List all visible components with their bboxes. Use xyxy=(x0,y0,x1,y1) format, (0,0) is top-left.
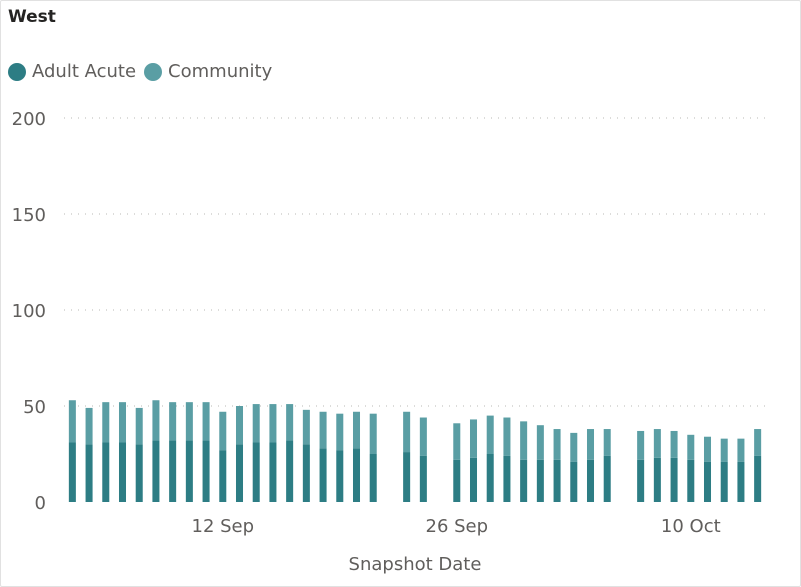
bar-adult-acute xyxy=(269,442,277,502)
bar-community xyxy=(302,409,310,445)
x-tick-label: 10 Oct xyxy=(661,516,721,537)
bar-adult-acute xyxy=(169,440,177,502)
bar-community xyxy=(754,429,762,456)
bar-adult-acute xyxy=(486,454,494,502)
bar-adult-acute xyxy=(720,461,728,502)
legend-label-adult-acute: Adult Acute xyxy=(32,61,137,82)
bar-community xyxy=(570,432,578,462)
bar-adult-acute xyxy=(68,442,76,502)
bar-adult-acute xyxy=(637,459,645,502)
bar-adult-acute xyxy=(553,459,561,502)
bar-adult-acute xyxy=(235,444,244,502)
bar-community xyxy=(603,429,611,456)
y-tick-label: 50 xyxy=(23,397,46,418)
bar-community xyxy=(453,423,461,460)
y-tick-label: 200 xyxy=(12,109,46,130)
bar-community xyxy=(252,404,260,443)
bar-community xyxy=(68,400,76,443)
legend-swatch-adult-acute xyxy=(8,62,26,81)
y-tick-label: 0 xyxy=(35,493,46,514)
bar-community xyxy=(202,402,210,441)
bar-community xyxy=(219,411,227,451)
bar-community xyxy=(553,429,561,460)
bar-community xyxy=(720,438,728,462)
bar-adult-acute xyxy=(252,442,260,502)
y-tick-label: 150 xyxy=(12,205,46,226)
bar-community xyxy=(369,413,377,454)
legend-item-adult-acute[interactable]: Adult Acute xyxy=(8,61,136,82)
bar-community xyxy=(703,436,712,462)
bar-adult-acute xyxy=(536,459,544,502)
bar-community xyxy=(235,406,244,445)
bar-community xyxy=(637,430,645,460)
bar-community xyxy=(687,434,695,460)
bar-adult-acute xyxy=(319,448,327,502)
bar-adult-acute xyxy=(653,457,661,502)
bar-adult-acute xyxy=(369,454,377,502)
bar-community xyxy=(536,425,544,460)
bar-adult-acute xyxy=(520,459,528,502)
bar-adult-acute xyxy=(469,457,478,502)
bar-community xyxy=(185,402,193,441)
bar-community xyxy=(169,402,177,441)
bar-community xyxy=(653,429,661,458)
legend-item-community[interactable]: Community xyxy=(144,61,272,82)
bar-adult-acute xyxy=(202,440,210,502)
bar-adult-acute xyxy=(586,459,595,502)
bar-adult-acute xyxy=(336,450,344,502)
bar-community xyxy=(269,404,277,443)
bar-community xyxy=(85,407,93,445)
bar-community xyxy=(135,407,143,445)
bar-adult-acute xyxy=(503,455,511,502)
bar-community xyxy=(118,402,127,443)
bar-community xyxy=(319,411,327,449)
bar-community xyxy=(403,411,411,453)
x-axis-title: Snapshot Date xyxy=(349,554,482,575)
bar-community xyxy=(586,429,595,460)
legend-swatch-community xyxy=(144,62,163,81)
bar-community xyxy=(102,402,110,443)
bar-adult-acute xyxy=(185,440,193,502)
bar-adult-acute xyxy=(754,455,762,502)
bar-adult-acute xyxy=(352,448,361,502)
y-tick-label: 100 xyxy=(12,301,46,322)
bar-adult-acute xyxy=(286,440,294,502)
chart-legend: Adult Acute Community xyxy=(8,61,280,82)
bar-community xyxy=(486,415,494,454)
bar-adult-acute xyxy=(703,461,712,502)
bar-community xyxy=(670,430,678,458)
bar-adult-acute xyxy=(102,442,110,502)
bar-adult-acute xyxy=(85,444,93,502)
bar-adult-acute xyxy=(737,461,745,502)
bar-adult-acute xyxy=(219,450,227,502)
bar-adult-acute xyxy=(135,444,143,502)
bar-adult-acute xyxy=(570,461,578,502)
legend-label-community: Community xyxy=(168,61,273,82)
bar-adult-acute xyxy=(152,440,160,502)
x-tick-label: 12 Sep xyxy=(192,516,255,537)
bar-community xyxy=(419,417,427,456)
bar-community xyxy=(469,419,478,458)
bar-community xyxy=(352,411,361,449)
bar-community xyxy=(520,421,528,460)
bar-adult-acute xyxy=(603,455,611,502)
bar-adult-acute xyxy=(670,457,678,502)
bar-adult-acute xyxy=(453,459,461,502)
bar-adult-acute xyxy=(687,459,695,502)
x-tick-label: 26 Sep xyxy=(426,516,489,537)
bar-community xyxy=(503,417,511,456)
bar-adult-acute xyxy=(118,442,127,502)
bar-adult-acute xyxy=(403,452,411,502)
bar-adult-acute xyxy=(419,455,427,502)
bar-community xyxy=(737,438,745,462)
bar-community xyxy=(286,404,294,441)
bar-community xyxy=(152,400,160,441)
bar-community xyxy=(336,413,344,451)
bar-adult-acute xyxy=(302,444,310,502)
chart-title: West xyxy=(8,7,56,27)
